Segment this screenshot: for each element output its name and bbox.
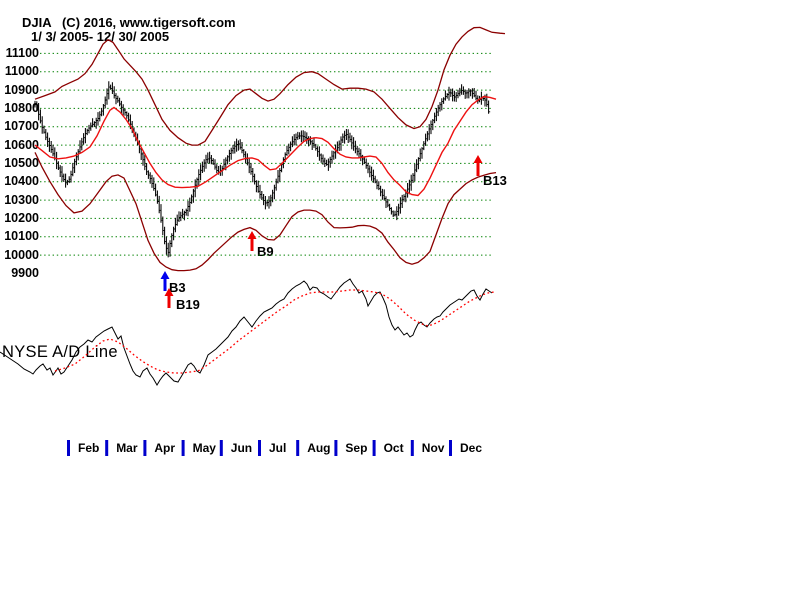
month-label-jul: Jul [269, 441, 287, 455]
month-separator [143, 440, 147, 456]
month-label-aug: Aug [307, 441, 331, 455]
price-bars [34, 81, 490, 258]
month-separator [372, 440, 376, 456]
price-tick-label: 10300 [4, 192, 39, 207]
chart-title: DJIA (C) 2016, www.tigersoft.com [22, 15, 236, 30]
month-label-dec: Dec [460, 441, 483, 455]
signal-arrow-b3-head [160, 271, 170, 279]
price-tick-label: 10200 [4, 210, 39, 225]
price-tick-label: 10700 [4, 119, 39, 134]
signal-arrow-b9-head [247, 231, 257, 239]
price-tick-label: 11000 [4, 64, 39, 79]
month-separator [181, 440, 185, 456]
month-label-oct: Oct [383, 441, 404, 455]
signal-label-b19: B19 [176, 297, 200, 312]
month-separator [296, 440, 300, 456]
signal-label-b3: B3 [169, 280, 186, 295]
price-tick-label: 9900 [11, 265, 39, 278]
price-tick-label: 10600 [4, 137, 39, 152]
ad-line [0, 278, 493, 386]
price-tick-label: 10500 [4, 155, 39, 170]
chart-date-range: 1/ 3/ 2005- 12/ 30/ 2005 [31, 29, 170, 44]
price-tick-label: 10400 [4, 174, 39, 189]
month-separator [219, 440, 223, 456]
price-tick-label: 10800 [4, 100, 39, 115]
price-tick-label: 10000 [4, 247, 39, 262]
ad-line-label: NYSE A/D Line [2, 343, 118, 361]
month-separator [105, 440, 109, 456]
close-ticks [35, 86, 491, 253]
month-separator [67, 440, 70, 456]
month-separator [449, 440, 452, 456]
month-label-may: May [192, 441, 216, 455]
month-label-mar: Mar [116, 441, 138, 455]
signal-label-b9: B9 [257, 244, 274, 259]
price-tick-label: 11100 [5, 45, 39, 60]
signal-label-b13: B13 [483, 173, 507, 188]
month-separator [258, 440, 261, 456]
price-tick-label: 10900 [4, 82, 39, 97]
month-label-jun: Jun [230, 441, 253, 455]
month-label-sep: Sep [345, 441, 368, 455]
moving-average-line [34, 95, 497, 197]
month-separator [334, 440, 338, 456]
price-axis: 11100 11000 10900 10800 10700 10600 10500 10400… [0, 0, 40, 278]
month-label-nov: Nov [421, 441, 445, 455]
price-tick-label: 10100 [4, 229, 39, 244]
upper-band-line [34, 26, 506, 146]
signal-arrow-b13-head [473, 155, 483, 163]
month-label-apr: Apr [154, 441, 176, 455]
month-label-feb: Feb [78, 441, 100, 455]
month-separator [410, 440, 414, 456]
ad-ma-dotted-line [54, 289, 495, 374]
